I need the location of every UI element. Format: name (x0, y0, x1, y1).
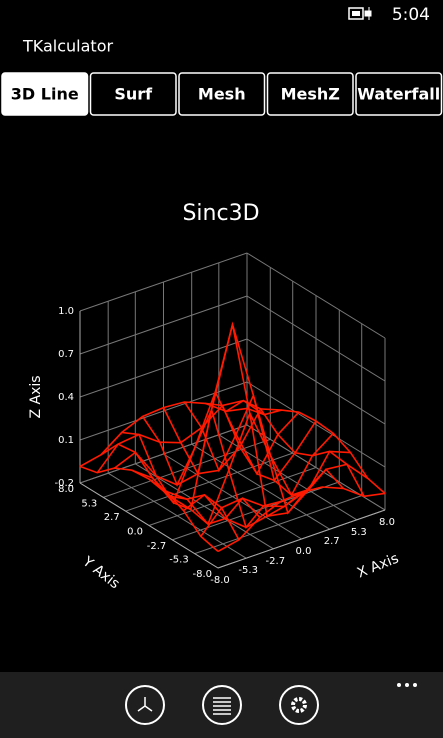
tab-bar: 3D Line Surf Mesh MeshZ Waterfall (1, 72, 443, 116)
z-tick-label: -0.2 (54, 478, 74, 489)
tab[interactable]: Waterfall (355, 72, 443, 116)
x-tick-label: 0.0 (296, 546, 312, 557)
app-title: TKalculator (22, 37, 113, 56)
tab[interactable]: MeshZ (266, 72, 354, 116)
y-tick-label: -8.0 (192, 569, 212, 580)
z-tick-label: 0.7 (58, 349, 74, 360)
tab[interactable]: Mesh (178, 72, 266, 116)
mesh-line (246, 407, 386, 495)
app-bar (0, 672, 443, 738)
mesh-line (225, 399, 365, 497)
tab-label[interactable]: Mesh (198, 85, 246, 104)
mesh-line (205, 402, 344, 496)
tab-button[interactable] (89, 72, 177, 116)
grid-line (148, 467, 317, 526)
mesh-line (121, 431, 261, 525)
x-tick-label: -5.3 (238, 565, 258, 576)
y-tick-label: -5.3 (169, 555, 189, 566)
x-tick-label: 8.0 (379, 517, 395, 528)
tab-button[interactable] (178, 72, 266, 116)
tab[interactable]: 3D Line (1, 72, 89, 116)
tab-button[interactable] (1, 72, 89, 116)
clock: 5:04 (392, 5, 430, 25)
more-button[interactable] (397, 683, 417, 687)
x-tick-label: 5.3 (351, 527, 367, 538)
settings-button[interactable] (279, 685, 319, 725)
x-tick-label: -2.7 (266, 556, 286, 567)
axes-button[interactable] (125, 685, 165, 725)
grid-line (172, 481, 340, 541)
list-button[interactable] (202, 685, 242, 725)
mesh-line (79, 465, 219, 553)
axis-line (217, 509, 386, 569)
mesh-line (162, 324, 303, 518)
battery-icon (348, 7, 372, 20)
y-tick-label: 2.7 (104, 512, 120, 523)
z-axis-label: Z Axis (28, 375, 44, 418)
x-tick-label: -8.0 (210, 575, 230, 586)
y-tick-label: 0.0 (127, 527, 143, 538)
tab[interactable]: Surf (89, 72, 177, 116)
x-tick-label: 2.7 (324, 536, 340, 547)
z-tick-label: 0.4 (58, 392, 74, 403)
tab-label[interactable]: Waterfall (357, 85, 440, 104)
tab-button[interactable] (266, 72, 354, 116)
plot-3d: -0.20.10.40.71.0-8.0-5.3-2.70.02.75.38.0… (54, 252, 395, 586)
grid-line (194, 495, 362, 555)
grid-line (125, 452, 293, 512)
axis-line (79, 482, 219, 569)
y-tick-label: -2.7 (147, 541, 167, 552)
z-tick-label: 1.0 (58, 306, 74, 317)
y-tick-label: 8.0 (58, 484, 74, 495)
mesh-line (183, 393, 323, 515)
y-tick-label: 5.3 (81, 498, 97, 509)
chart-title: Sinc3D (182, 201, 259, 226)
tab-button[interactable] (355, 72, 443, 116)
tab-label[interactable]: 3D Line (11, 85, 79, 104)
tab-label[interactable]: MeshZ (281, 85, 340, 104)
tab-label[interactable]: Surf (114, 85, 153, 104)
z-tick-label: 0.1 (58, 435, 74, 446)
